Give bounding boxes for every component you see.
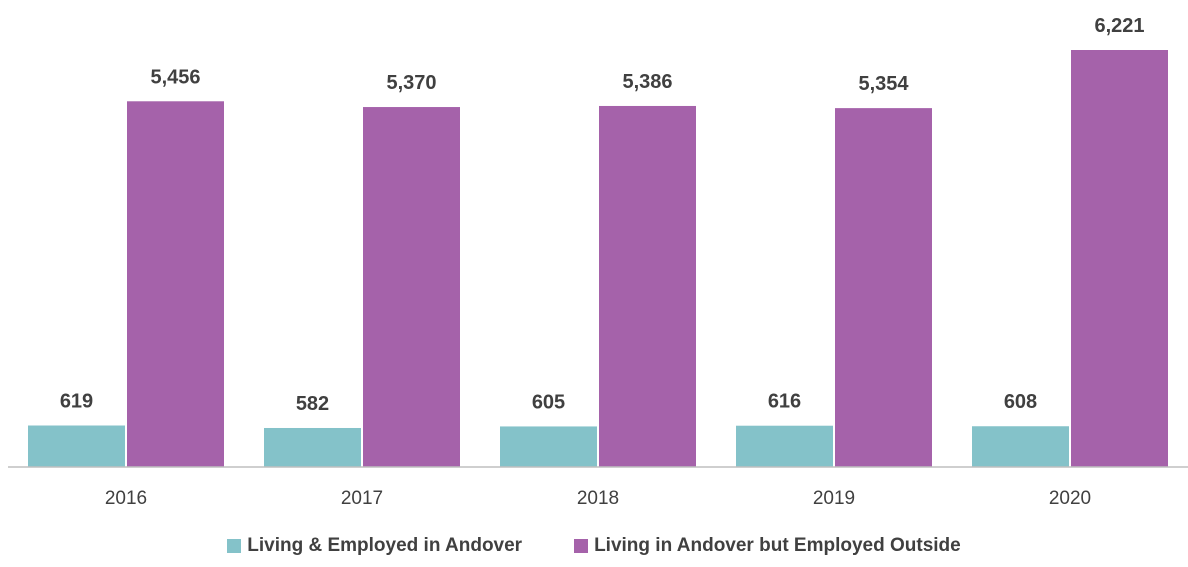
data-label-2019-series-2: 5,354 xyxy=(858,73,909,95)
data-label-2020-series-2: 6,221 xyxy=(1094,15,1144,37)
x-tick-label-2018: 2018 xyxy=(577,488,619,509)
data-label-2018-series-2: 5,386 xyxy=(622,71,672,93)
bar-2017-series-1 xyxy=(264,428,361,467)
data-label-2019-series-1: 616 xyxy=(768,391,801,413)
bar-2018-series-1 xyxy=(500,426,597,467)
data-label-2020-series-1: 608 xyxy=(1004,391,1037,413)
bar-2018-series-2 xyxy=(599,106,696,467)
bar-2016-series-2 xyxy=(127,101,224,467)
legend-item-series-1: Living & Employed in Andover xyxy=(227,535,522,557)
legend-swatch-series-2 xyxy=(574,539,588,553)
bars-group xyxy=(28,50,1168,467)
bar-2016-series-1 xyxy=(28,426,125,467)
bar-2019-series-2 xyxy=(835,108,932,467)
x-tick-label-2020: 2020 xyxy=(1049,488,1091,509)
data-label-2017-series-2: 5,370 xyxy=(386,72,436,94)
data-label-2016-series-1: 619 xyxy=(60,391,93,413)
x-tick-labels-group: 2016 2017 2018 2019 2020 xyxy=(105,488,1091,509)
legend-item-series-2: Living in Andover but Employed Outside xyxy=(574,535,961,557)
x-tick-label-2019: 2019 xyxy=(813,488,855,509)
bar-2020-series-2 xyxy=(1071,50,1168,467)
legend-label-series-1: Living & Employed in Andover xyxy=(247,535,522,557)
bar-2017-series-2 xyxy=(363,107,460,467)
data-label-2017-series-1: 582 xyxy=(296,393,329,415)
legend-label-series-2: Living in Andover but Employed Outside xyxy=(594,535,961,557)
bar-2019-series-1 xyxy=(736,426,833,467)
x-tick-label-2016: 2016 xyxy=(105,488,147,509)
bar-2020-series-1 xyxy=(972,426,1069,467)
x-tick-label-2017: 2017 xyxy=(341,488,383,509)
data-label-2016-series-2: 5,456 xyxy=(150,66,200,88)
legend: Living & Employed in Andover Living in A… xyxy=(0,535,1188,557)
legend-swatch-series-1 xyxy=(227,539,241,553)
data-label-2018-series-1: 605 xyxy=(532,391,565,413)
